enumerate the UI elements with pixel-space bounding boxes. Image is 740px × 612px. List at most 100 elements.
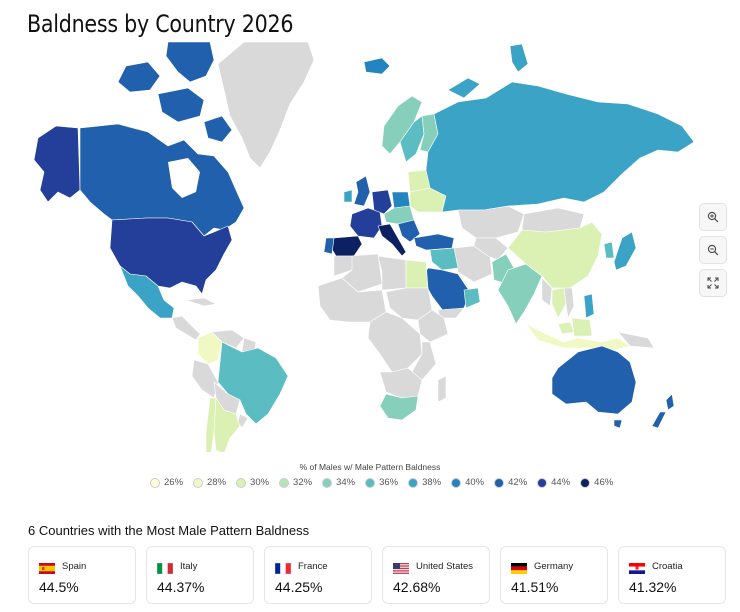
zoom-in-button[interactable] [699, 203, 727, 231]
country-oman-uae[interactable] [463, 287, 481, 309]
country-philippines[interactable] [583, 293, 595, 319]
world-map[interactable] [18, 42, 698, 452]
country-russia-islands[interactable] [447, 77, 481, 99]
country-ireland[interactable] [343, 189, 353, 203]
country-alaska[interactable] [33, 125, 81, 203]
country-egypt[interactable] [405, 259, 429, 289]
country-card[interactable]: United States 42.68% [382, 546, 490, 604]
country-russia[interactable] [425, 81, 695, 213]
country-vietnam[interactable] [563, 287, 575, 319]
country-malaysia[interactable] [557, 321, 575, 335]
country-myanmar[interactable] [541, 277, 553, 307]
country-value: 44.37% [157, 579, 205, 595]
country-new-zealand[interactable] [651, 411, 667, 429]
country-madagascar[interactable] [437, 375, 447, 403]
legend-label: 28% [207, 477, 227, 488]
world-map-svg[interactable] [18, 42, 698, 452]
legend-item: 46% [580, 477, 613, 488]
fullscreen-button[interactable] [699, 269, 727, 297]
country-central-africa[interactable] [367, 311, 423, 373]
legend-item: 26% [150, 477, 183, 488]
zoom-out-button[interactable] [699, 236, 727, 264]
country-canada-islands[interactable] [165, 42, 215, 83]
country-tasmania[interactable] [613, 419, 623, 429]
country-uruguay[interactable] [237, 413, 249, 429]
legend-label: 38% [422, 477, 442, 488]
country-borneo[interactable] [571, 317, 593, 337]
country-greenland[interactable] [217, 42, 315, 169]
country-germany[interactable] [371, 189, 393, 215]
country-card-header: Italy [156, 559, 243, 574]
country-canada-islands[interactable] [117, 61, 161, 93]
country-argentina[interactable] [213, 397, 241, 452]
country-indonesia[interactable] [525, 323, 631, 351]
country-card[interactable]: France 44.25% [264, 546, 372, 604]
top-countries-title: 6 Countries with the Most Male Pattern B… [28, 523, 310, 538]
country-russia-islands[interactable] [509, 43, 529, 73]
legend-label: 42% [508, 477, 528, 488]
country-central-america[interactable] [171, 315, 201, 341]
country-sudan[interactable] [385, 287, 433, 321]
country-kazakhstan[interactable] [457, 205, 525, 239]
hudson-bay [168, 158, 200, 198]
country-new-zealand[interactable] [665, 393, 675, 411]
country-poland[interactable] [391, 191, 411, 209]
country-turkey[interactable] [413, 233, 455, 251]
country-brazil[interactable] [217, 341, 289, 425]
country-card-header: Croatia [629, 559, 715, 574]
zoom-out-icon [707, 244, 719, 256]
country-card[interactable]: Spain 44.5% [28, 546, 136, 604]
legend-item: 44% [537, 477, 570, 488]
country-card[interactable]: Germany 41.51% [500, 546, 608, 604]
country-value: 41.32% [629, 579, 677, 595]
country-korea[interactable] [603, 241, 615, 259]
country-libya[interactable] [377, 255, 407, 291]
country-card[interactable]: Croatia 41.32% [618, 546, 726, 604]
country-portugal[interactable] [323, 237, 335, 255]
top-countries-cards: Spain 44.5% Italy 44.37% France 44.25% United … [28, 546, 736, 604]
country-name: Spain [62, 560, 87, 572]
country-canada-islands[interactable] [203, 115, 233, 143]
country-south-africa[interactable] [379, 393, 419, 421]
country-mexico[interactable] [119, 265, 175, 319]
country-china[interactable] [507, 221, 603, 289]
legend-label: 32% [293, 477, 313, 488]
country-canada[interactable] [79, 123, 245, 237]
country-card[interactable]: Italy 44.37% [146, 546, 254, 604]
legend-label: 44% [551, 477, 571, 488]
germany-flag-icon [511, 561, 527, 574]
country-spain[interactable] [329, 235, 363, 257]
country-japan[interactable] [613, 231, 637, 271]
country-peru[interactable] [191, 359, 219, 399]
country-papua[interactable] [617, 331, 655, 349]
country-value: 44.25% [275, 579, 323, 595]
legend-swatch [193, 477, 204, 488]
country-name: Croatia [652, 560, 683, 572]
country-italy[interactable] [377, 223, 407, 257]
zoom-in-icon [707, 211, 719, 223]
country-name: Germany [534, 560, 574, 572]
legend-swatch [580, 477, 591, 488]
country-thailand[interactable] [551, 287, 567, 319]
legend-item: 40% [451, 477, 484, 488]
country-card-header: United States [393, 559, 479, 574]
country-venezuela[interactable] [211, 329, 245, 349]
country-united-kingdom[interactable] [353, 175, 371, 207]
country-canada-islands[interactable] [157, 87, 205, 123]
legend-item: 32% [279, 477, 312, 488]
country-syria-iraq[interactable] [429, 247, 459, 271]
legend-label: 46% [594, 477, 614, 488]
country-australia[interactable] [551, 345, 637, 415]
legend-label: 30% [250, 477, 270, 488]
country-iceland[interactable] [363, 57, 391, 75]
expand-icon [707, 277, 719, 289]
legend-swatch [408, 477, 419, 488]
legend-item: 36% [365, 477, 398, 488]
spain-flag-icon [39, 561, 55, 574]
country-france[interactable] [349, 207, 383, 239]
legend-swatch [537, 477, 548, 488]
country-southern-africa[interactable] [379, 367, 423, 399]
legend-item: 28% [193, 477, 226, 488]
country-cuba[interactable] [185, 297, 217, 307]
legend-item: 42% [494, 477, 527, 488]
